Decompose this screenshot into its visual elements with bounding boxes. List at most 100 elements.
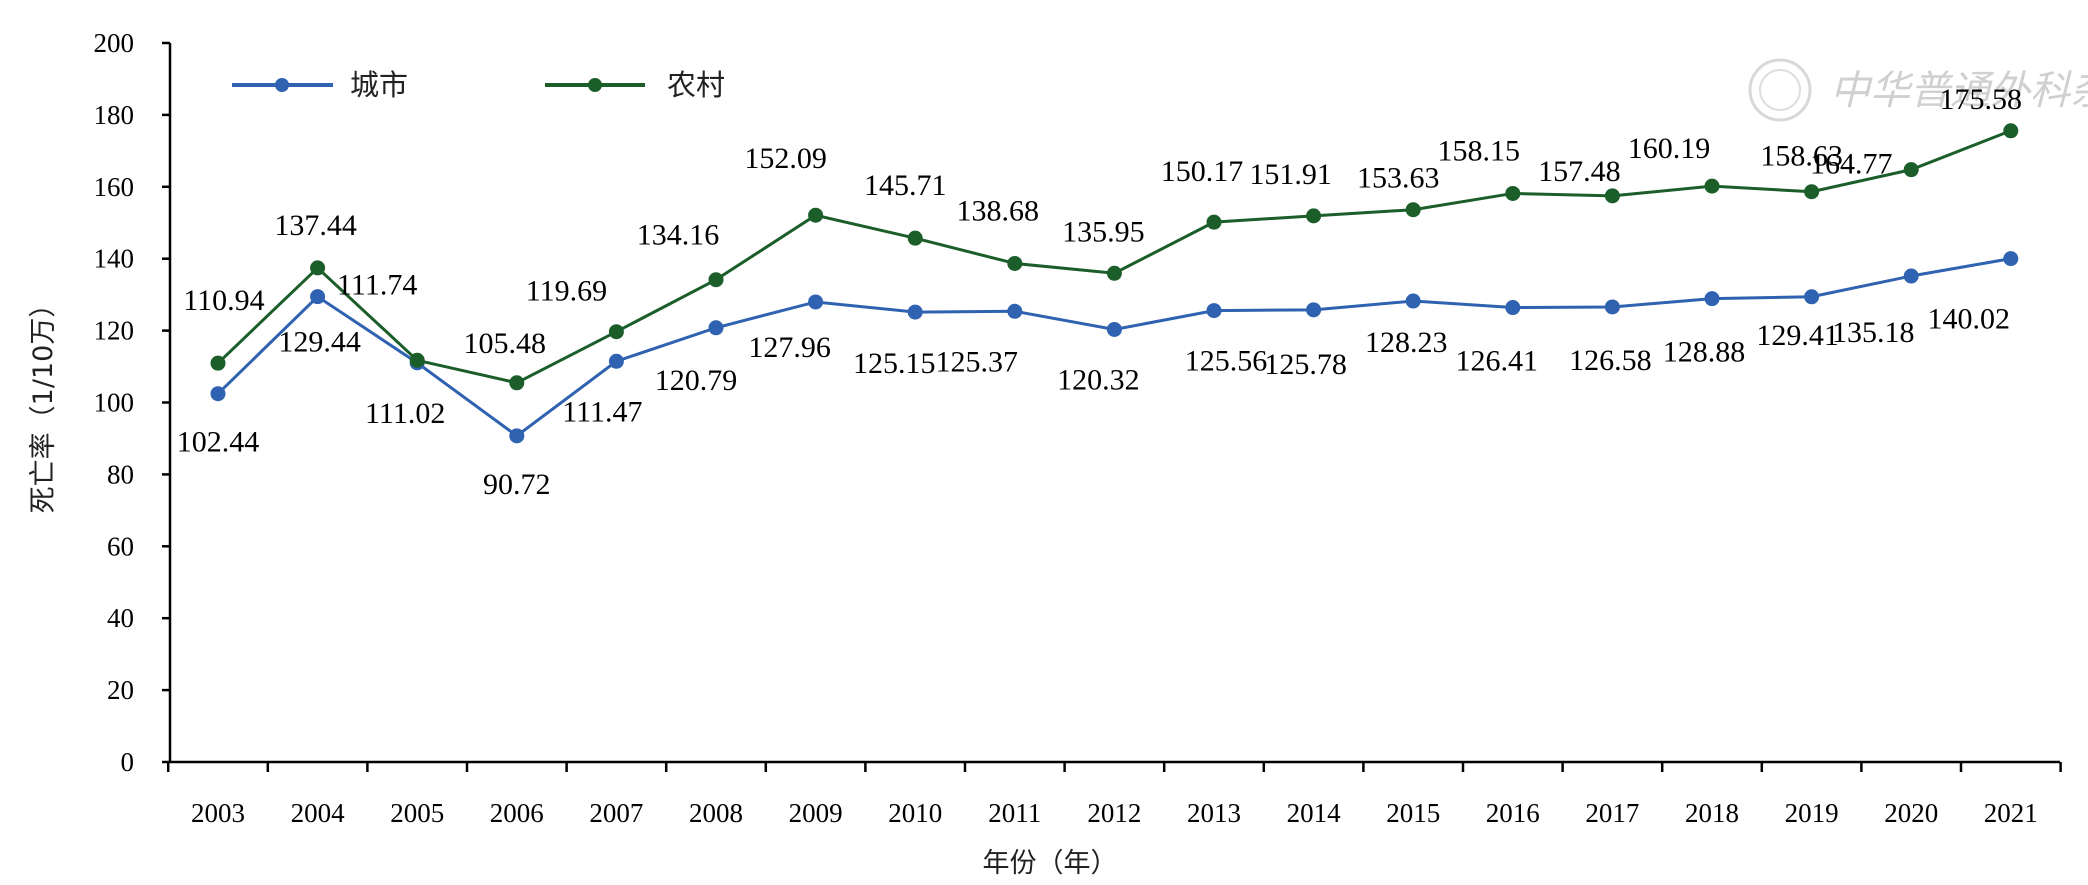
data-label-city: 129.41 (1756, 319, 1839, 352)
x-tick-label: 2020 (1884, 798, 1938, 828)
x-tick-label: 2008 (689, 798, 743, 828)
x-tick-label: 2003 (191, 798, 245, 828)
data-label-city: 102.44 (177, 426, 260, 459)
y-tick-label: 180 (94, 100, 135, 130)
data-point-rural (1206, 214, 1222, 230)
x-tick-label: 2019 (1785, 798, 1839, 828)
watermark-seal-icon (1748, 58, 1812, 122)
data-point-rural (907, 230, 923, 246)
data-label-rural: 135.95 (1062, 215, 1145, 248)
data-point-rural (1007, 255, 1023, 271)
data-point-city (1604, 299, 1620, 315)
data-point-city (1106, 321, 1122, 337)
x-tick-label: 2009 (789, 798, 843, 828)
data-point-city (608, 353, 624, 369)
y-tick-label: 200 (94, 28, 135, 58)
y-tick-label: 40 (107, 603, 134, 633)
series-layer (210, 123, 2019, 444)
data-label-city: 126.58 (1569, 344, 1652, 377)
legend: 城市 农村 (232, 68, 725, 102)
data-label-rural: 138.68 (957, 194, 1040, 227)
data-point-rural (1505, 185, 1521, 201)
data-point-city (708, 320, 724, 336)
data-label-rural: 145.71 (864, 169, 947, 202)
data-point-rural (1405, 202, 1421, 218)
data-point-city (1704, 291, 1720, 307)
data-label-city: 126.41 (1456, 345, 1539, 378)
legend-marker-city (275, 78, 289, 92)
data-label-rural: 111.74 (337, 268, 417, 301)
legend-label-rural: 农村 (667, 68, 725, 102)
data-label-rural: 134.16 (637, 219, 720, 252)
data-point-city (310, 289, 326, 305)
y-tick-label: 100 (94, 388, 135, 418)
data-label-rural: 175.58 (1940, 83, 2023, 116)
data-point-city (1405, 293, 1421, 309)
x-tick-label: 2018 (1685, 798, 1739, 828)
data-label-rural: 157.48 (1538, 155, 1621, 188)
data-point-rural (1704, 178, 1720, 194)
data-point-rural (2003, 123, 2019, 139)
x-tick-label: 2012 (1087, 798, 1141, 828)
data-label-city: 127.96 (748, 331, 831, 364)
data-label-rural: 160.19 (1628, 132, 1711, 165)
data-label-city: 125.78 (1264, 348, 1347, 381)
data-label-rural: 153.63 (1357, 162, 1440, 195)
data-point-rural (1604, 188, 1620, 204)
data-label-city: 90.72 (483, 468, 551, 501)
data-point-city (1804, 289, 1820, 305)
data-point-rural (409, 352, 425, 368)
data-label-city: 125.37 (936, 345, 1019, 378)
data-point-rural (808, 207, 824, 223)
data-point-city (808, 294, 824, 310)
data-point-rural (1804, 184, 1820, 200)
x-tick-label: 2010 (888, 798, 942, 828)
x-tick-label: 2021 (1984, 798, 2038, 828)
legend-label-city: 城市 (350, 68, 408, 102)
data-label-rural: 152.09 (744, 142, 827, 175)
data-label-rural: 158.15 (1438, 134, 1521, 167)
legend-marker-rural (588, 78, 602, 92)
data-point-rural (509, 375, 525, 391)
y-tick-label: 120 (94, 316, 135, 346)
watermark: 中华普通外科杂志 (1748, 58, 2088, 122)
y-tick-label: 80 (107, 459, 134, 489)
data-point-rural (1306, 208, 1322, 224)
data-label-city: 111.47 (562, 395, 642, 428)
x-tick-label: 2017 (1585, 798, 1639, 828)
x-tick-label: 2005 (390, 798, 444, 828)
data-point-city (1206, 303, 1222, 319)
data-label-city: 129.44 (278, 326, 361, 359)
data-point-rural (608, 324, 624, 340)
data-label-city: 120.32 (1057, 363, 1140, 396)
data-label-city: 111.02 (365, 397, 445, 430)
x-axis-ticks: 2003 2004 2005 2006 2007 2008 2009 2010 2011 2012… (166, 762, 2062, 828)
data-label-rural: 164.77 (1810, 148, 1893, 181)
x-axis-title: 年份（年） (983, 848, 1118, 879)
data-point-city (2003, 251, 2019, 267)
y-tick-label: 0 (121, 747, 135, 777)
x-tick-label: 2014 (1287, 798, 1342, 828)
x-tick-label: 2004 (291, 798, 346, 828)
data-label-city: 125.56 (1185, 345, 1268, 378)
data-point-rural (210, 355, 226, 371)
data-point-city (1505, 300, 1521, 316)
watermark-text: 中华普通外科杂志 (1830, 68, 2088, 114)
data-label-rural: 105.48 (464, 327, 547, 360)
y-tick-label: 160 (94, 172, 135, 202)
data-label-rural: 158.63 (1760, 140, 1843, 173)
data-point-city (1007, 303, 1023, 319)
x-tick-label: 2015 (1386, 798, 1440, 828)
y-tick-label: 20 (107, 675, 134, 705)
data-label-rural: 150.17 (1161, 155, 1244, 188)
data-point-rural (1903, 162, 1919, 178)
watermark-seal-inner-icon (1759, 69, 1801, 111)
data-label-city: 120.79 (655, 364, 738, 397)
data-label-rural: 119.69 (526, 275, 607, 308)
data-point-rural (708, 272, 724, 288)
y-axis-ticks: 0 20 40 60 80 100 120 140 160 180 200 (94, 28, 170, 777)
data-label-city: 135.18 (1832, 316, 1915, 349)
data-label-rural: 137.44 (274, 209, 357, 242)
data-point-rural (1106, 265, 1122, 281)
